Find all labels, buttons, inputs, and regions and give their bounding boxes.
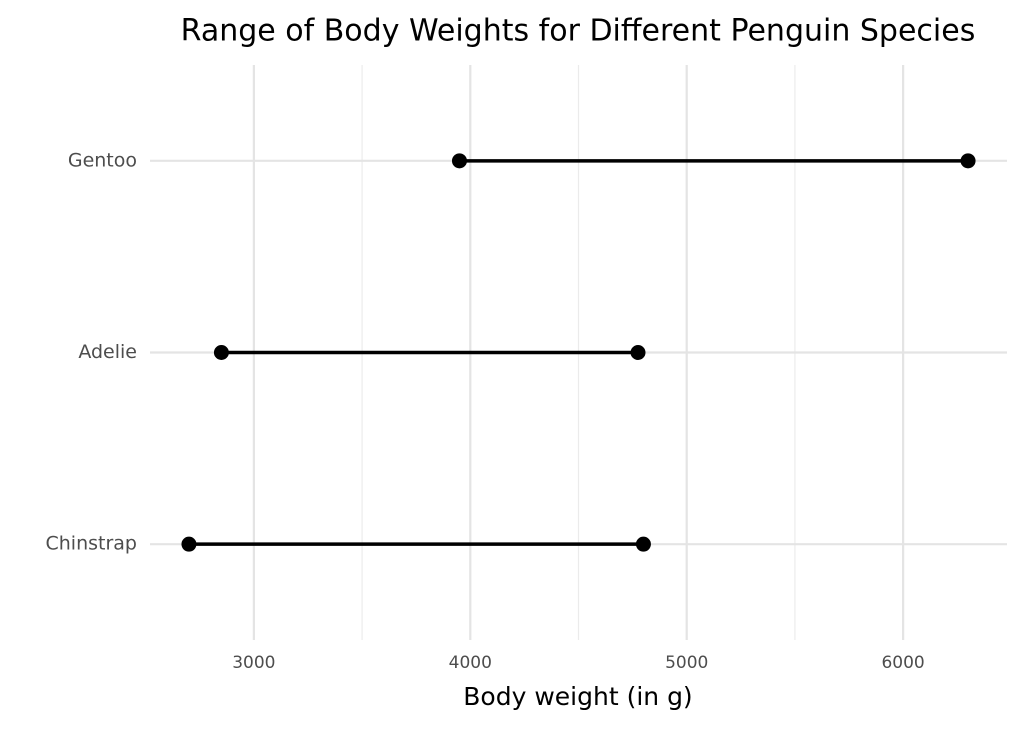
x-axis-label: Body weight (in g) bbox=[463, 682, 692, 711]
x-tick-label: 4000 bbox=[449, 653, 492, 673]
grid: 3000 4000 5000 6000 Gentoo Adelie Chinstrap bbox=[46, 65, 1007, 673]
max-point bbox=[630, 345, 646, 360]
min-point bbox=[181, 536, 197, 552]
max-point bbox=[960, 153, 976, 169]
min-point bbox=[213, 345, 229, 360]
y-tick-label: Adelie bbox=[78, 341, 137, 363]
x-tick-label: 6000 bbox=[881, 653, 924, 673]
max-point bbox=[635, 536, 651, 552]
chart-title: Range of Body Weights for Different Peng… bbox=[181, 14, 976, 49]
y-tick-label: Gentoo bbox=[68, 149, 137, 171]
y-tick-label: Chinstrap bbox=[46, 533, 138, 555]
x-tick-label: 3000 bbox=[232, 653, 275, 673]
x-tick-label: 5000 bbox=[665, 653, 708, 673]
marks bbox=[181, 153, 976, 552]
min-point bbox=[451, 153, 467, 169]
